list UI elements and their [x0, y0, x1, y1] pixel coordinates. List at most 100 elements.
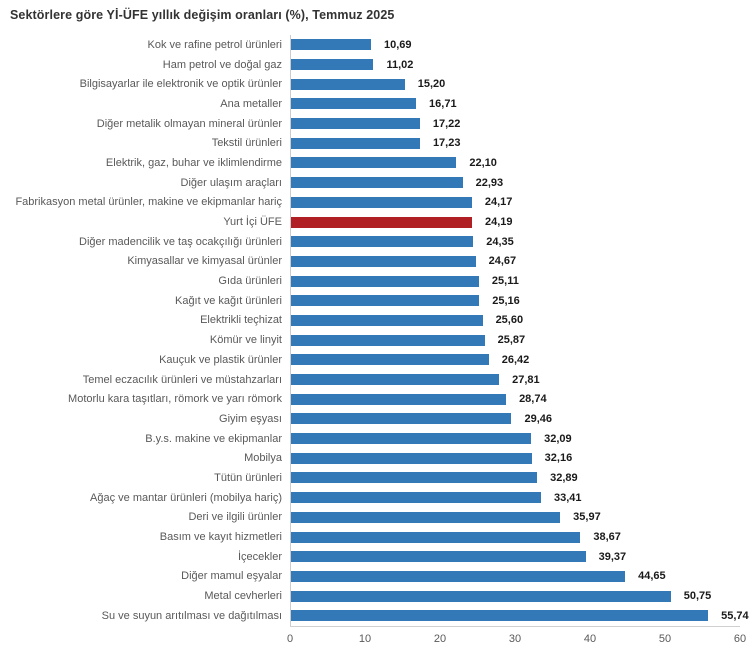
category-label: Kok ve rafine petrol ürünleri — [147, 38, 282, 51]
chart-row: Tütün ürünleri 32,89 — [10, 468, 740, 488]
value-label: 32,16 — [544, 452, 573, 465]
bar — [291, 570, 626, 582]
value-label: 24,19 — [485, 216, 513, 229]
value-label: 26,42 — [501, 353, 530, 366]
bar-track: 24,19 — [290, 212, 740, 232]
value-label: 44,65 — [638, 570, 666, 583]
category-label: Motorlu kara taşıtları, römork ve yarı r… — [68, 393, 282, 406]
bar-track: 28,74 — [290, 389, 740, 410]
bar — [291, 275, 479, 287]
chart-row: B.y.s. makine ve ekipmanlar 32,09 — [10, 428, 740, 449]
bar-track: 17,23 — [290, 133, 740, 154]
bar-track: 22,10 — [290, 153, 740, 173]
bar-track: 24,17 — [290, 192, 740, 213]
bar — [291, 472, 538, 484]
category-label: İçecekler — [237, 550, 282, 563]
chart-row: Deri ve ilgili ürünler 35,97 — [10, 507, 740, 528]
value-label: 39,37 — [598, 550, 627, 563]
bar — [291, 216, 473, 228]
bar — [291, 492, 542, 504]
bar — [291, 452, 532, 464]
bar — [291, 531, 581, 543]
value-label: 10,69 — [383, 38, 412, 51]
value-label: 16,71 — [429, 97, 457, 110]
bar-rows: Kok ve rafine petrol ürünleri 10,69 Ham … — [10, 35, 749, 626]
value-label: 55,74 — [721, 609, 749, 622]
chart-row: Bilgisayarlar ile elektronik ve optik ür… — [10, 74, 740, 95]
category-label: Bilgisayarlar ile elektronik ve optik ür… — [79, 78, 282, 91]
value-label: 25,87 — [497, 334, 526, 347]
bar-track: 25,87 — [290, 330, 740, 350]
bar — [291, 354, 489, 366]
bar-track: 38,67 — [290, 527, 740, 547]
category-label: Kömür ve linyit — [209, 334, 282, 347]
chart-row: Diğer mamul eşyalar 44,65 — [10, 566, 740, 587]
bar — [291, 590, 671, 602]
value-label: 25,60 — [495, 314, 524, 327]
value-label: 11,02 — [386, 58, 414, 71]
chart-row: Kok ve rafine petrol ürünleri 10,69 — [10, 35, 740, 55]
x-tick-label: 30 — [508, 632, 522, 645]
bar-track: 11,02 — [290, 54, 740, 75]
x-tick-label: 10 — [358, 632, 372, 645]
bar-track: 16,71 — [290, 94, 740, 114]
chart-row: Kimyasallar ve kimyasal ürünler 24,67 — [10, 251, 740, 272]
value-label: 32,89 — [550, 471, 578, 484]
category-label: Kağıt ve kağıt ürünleri — [174, 294, 282, 307]
bar — [291, 413, 512, 425]
chart-row: Metal cevherleri 50,75 — [10, 586, 740, 606]
value-label: 27,81 — [512, 373, 540, 386]
axis-spacer — [10, 626, 290, 652]
category-label: Basım ve kayıt hizmetleri — [159, 531, 282, 544]
category-label: Metal cevherleri — [204, 590, 282, 603]
chart-row: Diğer ulaşım araçları 22,93 — [10, 172, 740, 193]
category-label: Ana metaller — [220, 97, 282, 110]
x-axis: 0 10 20 30 40 50 60 — [286, 625, 746, 652]
bar-track: 10,69 — [290, 35, 740, 55]
category-label: Diğer metalik olmayan mineral ürünler — [96, 117, 282, 130]
value-label: 33,41 — [554, 491, 582, 504]
chart-row: Fabrikasyon metal ürünler, makine ve eki… — [10, 192, 740, 213]
bar-track: 33,41 — [290, 487, 740, 508]
x-tick-label: 60 — [733, 632, 747, 645]
chart-row: Ana metaller 16,71 — [10, 94, 740, 114]
chart-row: Diğer madencilik ve taş ocakçılığı ürünl… — [10, 231, 740, 252]
category-label: Kimyasallar ve kimyasal ürünler — [127, 255, 282, 268]
bar — [291, 610, 709, 622]
value-label: 24,17 — [484, 196, 513, 209]
bar — [291, 177, 463, 189]
chart-row: Gıda ürünleri 25,11 — [10, 271, 740, 291]
value-label: 22,10 — [469, 156, 497, 169]
bar-track: 35,97 — [290, 507, 740, 528]
chart-row: Tekstil ürünleri 17,23 — [10, 133, 740, 154]
chart-row: Ağaç ve mantar ürünleri (mobilya hariç) … — [10, 487, 740, 508]
bar — [291, 374, 500, 386]
bar — [291, 39, 371, 51]
chart-row: Mobilya 32,16 — [10, 448, 740, 469]
chart-row: Motorlu kara taşıtları, römork ve yarı r… — [10, 389, 740, 410]
bar-track: 55,74 — [290, 605, 749, 626]
chart-row: Ham petrol ve doğal gaz 11,02 — [10, 54, 740, 75]
value-label: 24,35 — [486, 235, 514, 248]
chart-row: Elektrikli teçhizat 25,60 — [10, 310, 740, 331]
category-label: Diğer madencilik ve taş ocakçılığı ürünl… — [79, 235, 282, 248]
bar — [291, 236, 474, 248]
value-label: 38,67 — [593, 531, 621, 544]
bar-track: 15,20 — [290, 74, 740, 95]
bar — [291, 433, 532, 445]
category-label: Gıda ürünleri — [218, 275, 282, 288]
x-tick-label: 0 — [286, 632, 294, 645]
category-label: Elektrikli teçhizat — [200, 314, 282, 327]
value-label: 25,16 — [492, 294, 520, 307]
value-label: 50,75 — [683, 590, 712, 603]
chart-row: Diğer metalik olmayan mineral ürünler 17… — [10, 113, 740, 134]
chart-row: Kömür ve linyit 25,87 — [10, 330, 740, 350]
bar-track: 24,67 — [290, 251, 740, 272]
bar-track: 24,35 — [290, 231, 740, 252]
bar — [291, 196, 472, 208]
category-label: Yurt İçi ÜFE — [223, 216, 282, 229]
value-label: 17,22 — [432, 117, 461, 130]
bar-track: 50,75 — [290, 586, 740, 606]
value-label: 28,74 — [519, 393, 547, 406]
bar — [291, 551, 586, 563]
